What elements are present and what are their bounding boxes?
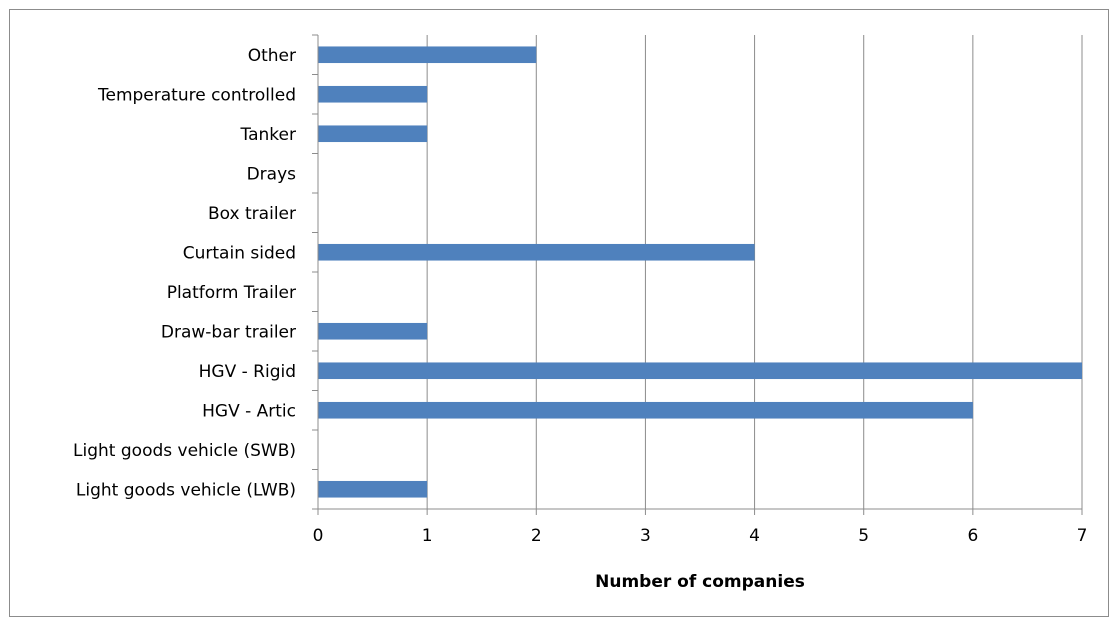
bar [318, 243, 755, 261]
bars [318, 46, 1082, 498]
axes [312, 34, 1083, 515]
chart-frame [9, 9, 1109, 617]
labels: 0 1 2 3 4 5 6 7 Light goods vehicle (LWB) Light g… [73, 46, 1087, 546]
x-tick-label: 7 [1077, 526, 1088, 546]
y-category-label: Light goods vehicle (LWB) [76, 480, 296, 500]
gridlines [426, 35, 1083, 509]
bar [318, 46, 537, 64]
bar [318, 362, 1082, 380]
x-tick-label: 5 [858, 526, 869, 546]
x-tick-label: 3 [640, 526, 651, 546]
y-category-label: Draw-bar trailer [161, 322, 296, 342]
bar [318, 322, 428, 340]
x-tick-label: 0 [313, 526, 324, 546]
y-category-label: Light goods vehicle (SWB) [73, 441, 296, 461]
bar [318, 85, 428, 103]
y-category-label: Tanker [240, 125, 296, 145]
y-category-label: Other [248, 46, 296, 66]
bar [318, 401, 973, 419]
x-tick-label: 2 [531, 526, 542, 546]
x-tick-label: 6 [967, 526, 978, 546]
y-category-label: Curtain sided [183, 243, 296, 263]
y-category-label: Platform Trailer [167, 283, 296, 303]
x-tick-label: 1 [422, 526, 433, 546]
y-category-label: HGV - Rigid [199, 362, 296, 382]
bar [318, 125, 428, 143]
bar [318, 480, 428, 498]
y-category-label: Temperature controlled [97, 85, 296, 105]
y-category-label: Drays [247, 164, 297, 184]
y-category-label: HGV - Artic [202, 401, 296, 421]
y-category-label: Box trailer [208, 204, 296, 224]
x-axis-title: Number of companies [595, 572, 805, 592]
x-tick-label: 4 [749, 526, 760, 546]
